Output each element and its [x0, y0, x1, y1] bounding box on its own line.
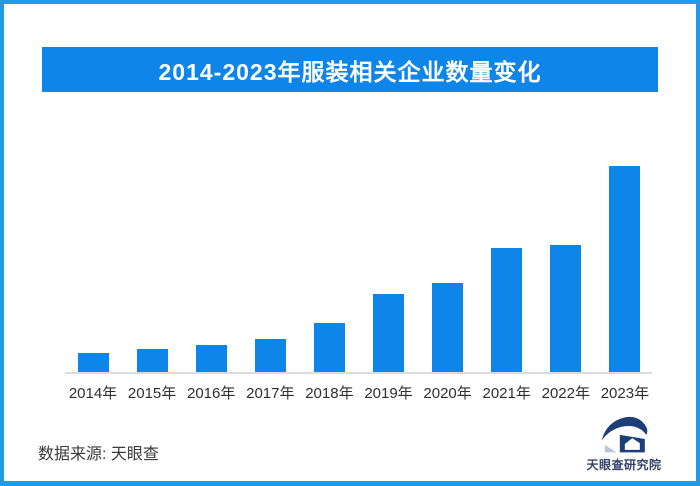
bar-2014年 [77, 353, 109, 372]
data-source-label: 数据来源: 天眼查 [38, 446, 159, 463]
x-tick-label-2019年: 2019年 [364, 385, 413, 402]
brand-logo: 天眼查研究院 [586, 414, 662, 473]
x-tick-label-2021年: 2021年 [482, 385, 531, 402]
x-axis-line [65, 372, 652, 374]
tianyancha-logo-icon [601, 416, 648, 453]
logo-text: 天眼查研究院 [586, 458, 662, 472]
chart-title-banner: 2014-2023年服装相关企业数量变化 [42, 47, 658, 92]
x-tick-label-2015年: 2015年 [127, 385, 177, 402]
x-tick-label-2017年: 2017年 [246, 385, 295, 402]
bar-2015年 [136, 349, 168, 372]
bar-2021年 [491, 248, 523, 372]
x-tick-label-2020年: 2020年 [423, 385, 472, 402]
bar-2018年 [313, 323, 345, 372]
x-tick-label-2023年: 2023年 [600, 385, 650, 402]
bar-2016年 [195, 345, 227, 372]
x-tick-label-2014年: 2014年 [68, 385, 118, 402]
bar-2022年 [550, 244, 582, 372]
x-tick-label-2018年: 2018年 [305, 385, 354, 402]
bar-2023年 [609, 166, 641, 372]
bar-2019年 [373, 294, 404, 372]
bar-2017年 [254, 338, 286, 372]
bar-2020年 [432, 283, 464, 372]
chart-title: 2014-2023年服装相关企业数量变化 [158, 58, 542, 85]
x-tick-label-2016年: 2016年 [187, 385, 236, 402]
x-tick-label-2022年: 2022年 [541, 385, 590, 402]
